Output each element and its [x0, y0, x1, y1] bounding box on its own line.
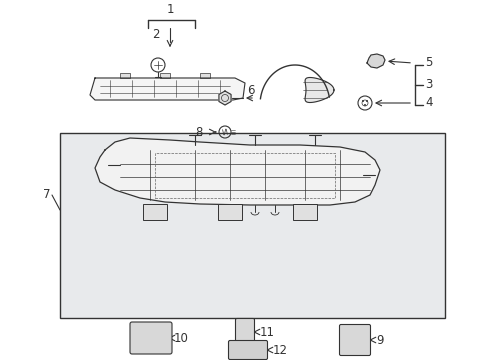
Polygon shape	[367, 54, 385, 68]
Text: 3: 3	[425, 78, 432, 91]
Bar	[143, 204, 167, 220]
Text: 9: 9	[376, 333, 384, 346]
Bar	[155, 153, 335, 198]
Bar	[120, 73, 130, 78]
Text: 5: 5	[425, 57, 432, 69]
Bar	[200, 73, 210, 78]
Circle shape	[366, 100, 368, 102]
FancyBboxPatch shape	[130, 322, 172, 354]
Polygon shape	[219, 91, 231, 105]
Bar	[218, 204, 242, 220]
Text: 8: 8	[196, 126, 203, 139]
Polygon shape	[305, 77, 334, 103]
Bar	[160, 73, 170, 78]
Text: 11: 11	[260, 325, 275, 338]
Text: 2: 2	[152, 27, 160, 40]
Text: 6: 6	[247, 84, 254, 96]
Text: 12: 12	[273, 343, 288, 356]
Text: 10: 10	[174, 332, 189, 345]
Circle shape	[364, 104, 366, 106]
Text: 4: 4	[425, 96, 433, 109]
Polygon shape	[90, 78, 245, 100]
FancyBboxPatch shape	[340, 324, 370, 356]
Bar	[293, 204, 317, 220]
Circle shape	[362, 100, 364, 102]
Bar	[60, 133, 445, 318]
Text: 7: 7	[43, 189, 50, 202]
FancyBboxPatch shape	[228, 341, 268, 360]
Polygon shape	[95, 138, 380, 205]
Text: 1: 1	[166, 3, 174, 16]
FancyBboxPatch shape	[236, 319, 254, 346]
